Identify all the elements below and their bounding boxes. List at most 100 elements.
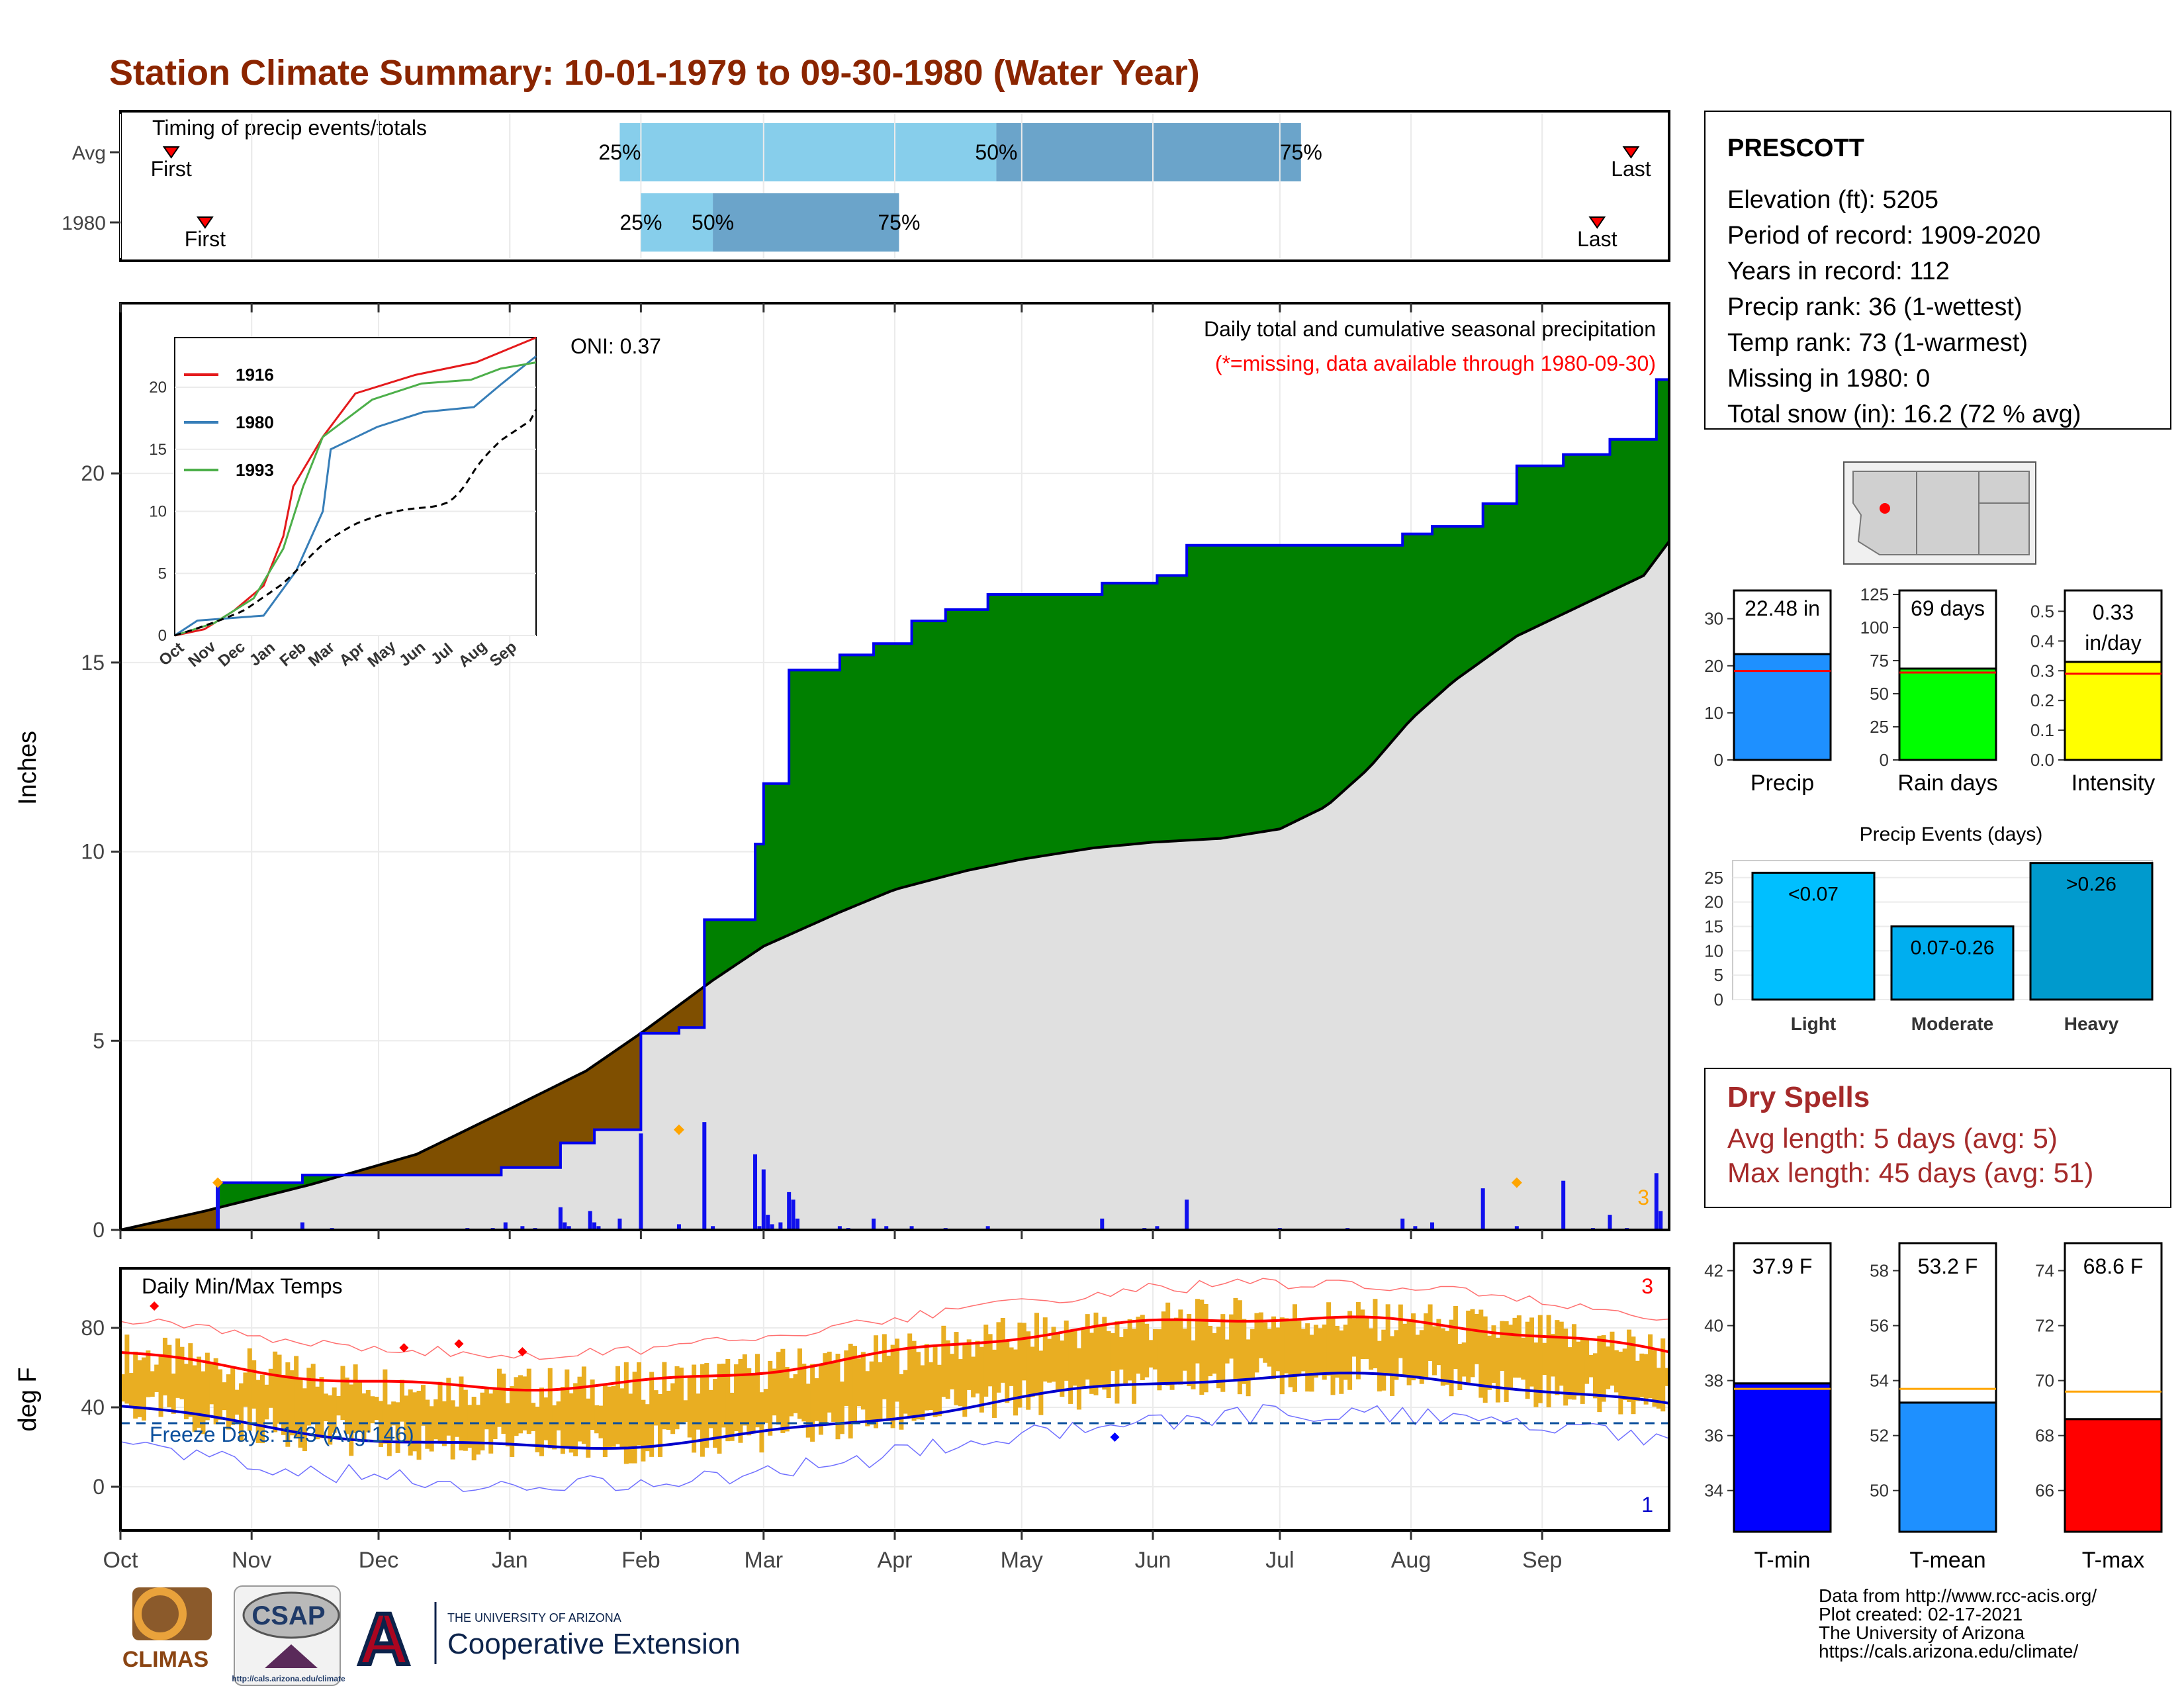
daily-temp-bar [374, 1397, 379, 1421]
daily-precip-bar [795, 1218, 799, 1230]
daily-temp-bar [772, 1368, 777, 1416]
daily-temp-bar [1512, 1317, 1518, 1378]
daily-temp-bar [412, 1392, 418, 1452]
temp-y-tick-label: 40 [81, 1395, 105, 1419]
climas-logo: CLIMAS [122, 1587, 212, 1672]
daily-temp-bar [1300, 1329, 1306, 1372]
daily-temp-bar [162, 1337, 167, 1395]
daily-temp-bar [1495, 1337, 1500, 1403]
daily-temp-bar [1208, 1326, 1213, 1376]
daily-temp-bar [670, 1383, 676, 1434]
daily-temp-bar [167, 1344, 172, 1407]
temp-bar-tick-label: 58 [1870, 1261, 1889, 1281]
daily-temp-bar [1042, 1317, 1048, 1382]
daily-temp-bar [450, 1400, 455, 1460]
daily-temp-bar [933, 1344, 938, 1417]
month-label: Sep [1522, 1548, 1563, 1573]
texas-shape [1978, 502, 2030, 555]
daily-temp-bar [1089, 1333, 1095, 1394]
daily-temp-bar [497, 1368, 502, 1427]
daily-temp-bar [950, 1354, 955, 1389]
daily-temp-bar [1537, 1315, 1543, 1403]
daily-temp-bar [298, 1377, 303, 1448]
timing-q25-label: 25% [598, 140, 641, 164]
temp-bar-tick-label: 42 [1704, 1261, 1723, 1281]
daily-temp-bar [510, 1386, 515, 1457]
daily-temp-bar [1097, 1325, 1103, 1386]
daily-temp-bar [201, 1371, 206, 1434]
daily-precip-bar [1430, 1222, 1434, 1230]
daily-temp-bar [471, 1397, 477, 1461]
daily-temp-bar [226, 1374, 231, 1430]
daily-temp-bar [1436, 1319, 1441, 1366]
daily-temp-bar [1402, 1323, 1408, 1376]
temp-bar-tick-label: 50 [1870, 1481, 1889, 1501]
temp-bar-tick-label: 74 [2035, 1261, 2054, 1281]
daily-precip-bar [300, 1222, 304, 1230]
precip-panel-subtitle: (*=missing, data available through 1980-… [1215, 352, 1656, 375]
daily-temp-bar [992, 1349, 997, 1418]
daily-temp-bar [734, 1364, 739, 1432]
daily-temp-bar [954, 1332, 959, 1405]
daily-temp-bar [924, 1344, 929, 1411]
dry-spells-title: Dry Spells [1727, 1081, 1870, 1113]
csap-url: http://cals.arizona.edu/climate [232, 1674, 345, 1683]
daily-temp-bar [577, 1376, 582, 1442]
daily-temp-bar [1237, 1300, 1242, 1395]
first-event-marker [162, 146, 180, 159]
month-label: Mar [745, 1548, 784, 1573]
precip-y-tick-label: 5 [93, 1029, 105, 1053]
daily-temp-bar [1322, 1324, 1327, 1380]
daily-temp-bar [1457, 1344, 1463, 1391]
daily-precip-bar [753, 1154, 758, 1230]
daily-temp-bar [1347, 1311, 1353, 1390]
mini-bar-tick-label: 20 [1704, 656, 1723, 676]
daily-temp-bar [1026, 1331, 1031, 1410]
daily-temp-bar [936, 1364, 942, 1417]
record-max-line [120, 1278, 1670, 1360]
daily-temp-bar [1461, 1342, 1467, 1377]
temp-bar-label: T-max [2082, 1548, 2144, 1573]
daily-temp-bar [1491, 1325, 1496, 1383]
daily-precip-bar [1480, 1188, 1485, 1230]
record-marker [212, 1177, 224, 1188]
daily-temp-bar [1169, 1319, 1175, 1390]
daily-temp-bar [141, 1357, 146, 1421]
daily-temp-bar [789, 1378, 794, 1417]
daily-temp-bar [1123, 1329, 1128, 1386]
precip-y-tick-label: 15 [81, 651, 105, 675]
daily-temp-bar [1466, 1310, 1471, 1385]
daily-temp-bar [1648, 1334, 1653, 1399]
daily-temp-bar [433, 1399, 439, 1440]
daily-temp-bar [1622, 1348, 1627, 1401]
daily-temp-bar [623, 1362, 629, 1464]
precip-event-bin-label: <0.07 [1788, 883, 1839, 905]
daily-temp-bar [1013, 1349, 1019, 1416]
daily-temp-bar [814, 1378, 819, 1421]
daily-temp-bar [501, 1374, 506, 1434]
daily-temp-bar [514, 1377, 519, 1436]
mini-bar-label-box [2064, 589, 2163, 663]
daily-temp-bar [205, 1352, 210, 1421]
daily-temp-bar [666, 1390, 671, 1430]
daily-temp-bar [1559, 1321, 1564, 1386]
daily-temp-bar [437, 1382, 443, 1444]
precip-events-tick-label: 5 [1714, 965, 1723, 985]
daily-temp-bar [277, 1354, 282, 1424]
temperature-panel-title: Daily Min/Max Temps [142, 1274, 342, 1298]
inset-y-tick-label: 5 [158, 565, 167, 583]
daily-temp-bar [281, 1374, 286, 1435]
station-line-temp-rank: Temp rank: 73 (1-warmest) [1727, 329, 2028, 357]
temp-summary-bar-chart: 66 68 70 72 74 68.6 F T-max [2035, 1242, 2163, 1573]
timing-q25-label: 25% [619, 211, 662, 234]
station-box-frame [1704, 111, 2171, 430]
daily-temp-bar [370, 1396, 375, 1424]
mini-bar-value-bar [1898, 667, 1997, 761]
record-min-line [120, 1404, 1670, 1492]
temp-bar-tick-label: 40 [1704, 1316, 1723, 1336]
daily-temp-bar [890, 1344, 895, 1429]
daily-temp-bar [708, 1389, 713, 1429]
daily-temp-bar [1161, 1311, 1166, 1383]
precip-event-bar [1890, 925, 2015, 1001]
daily-temp-bar [425, 1399, 430, 1449]
